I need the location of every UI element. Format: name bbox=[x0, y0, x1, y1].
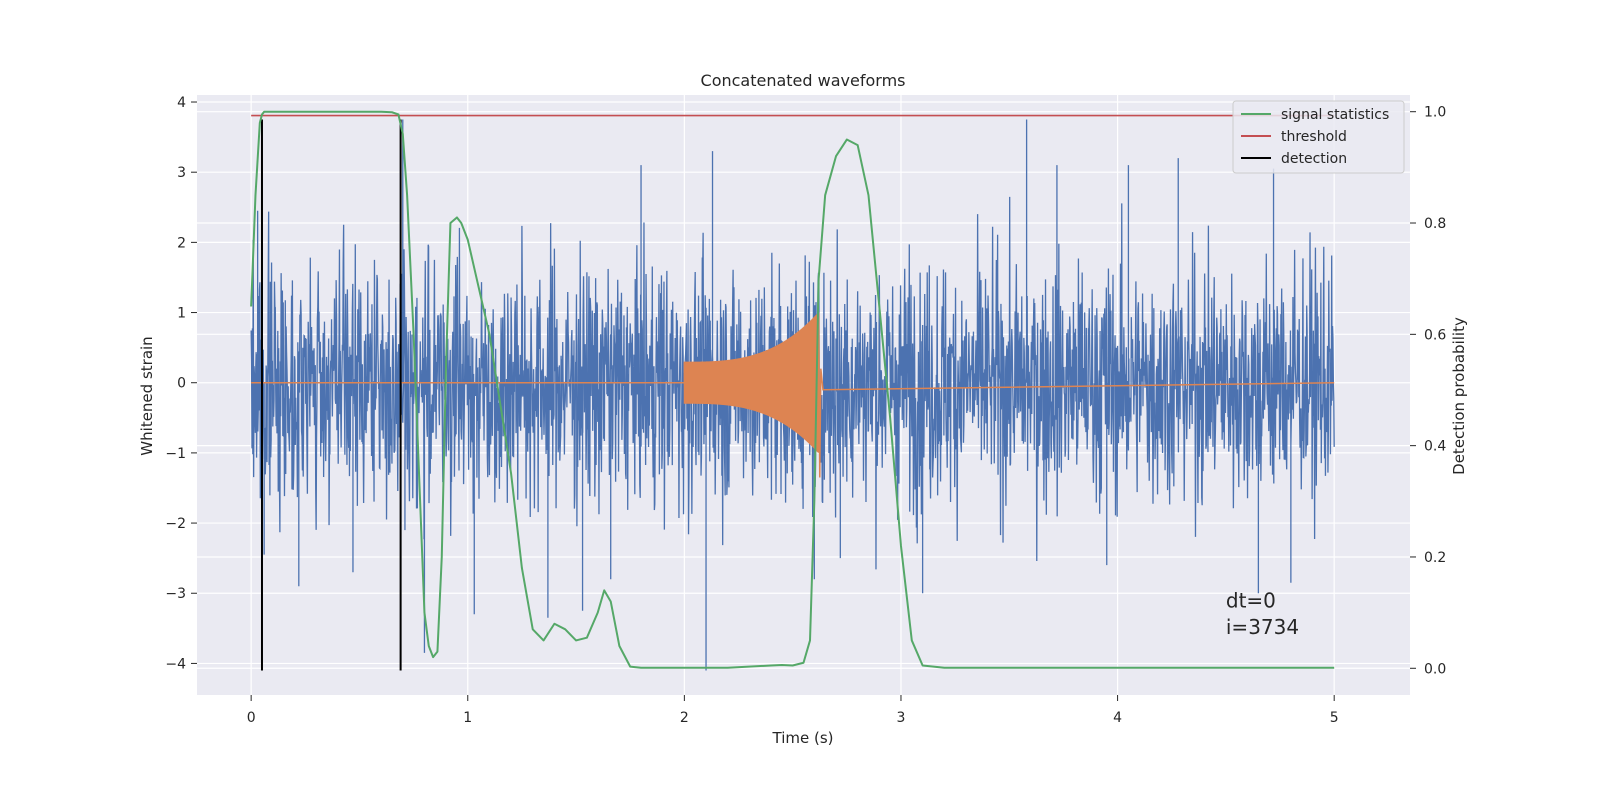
x-tick-label: 1 bbox=[463, 710, 472, 726]
x-tick-label: 5 bbox=[1330, 710, 1339, 726]
y2-tick-label: 0.0 bbox=[1424, 661, 1446, 677]
y-tick-label: 4 bbox=[177, 95, 186, 111]
y2-axis-label: Detection probability bbox=[1450, 317, 1468, 475]
y2-tick-label: 0.6 bbox=[1424, 327, 1446, 343]
annotation-dt: dt=0 bbox=[1226, 588, 1276, 612]
x-axis-ticks: 0 1 2 3 4 5 bbox=[247, 695, 1339, 726]
chart-title: Concatenated waveforms bbox=[701, 71, 906, 90]
legend-label-signal-statistics: signal statistics bbox=[1281, 107, 1389, 123]
x-tick-label: 3 bbox=[897, 710, 906, 726]
y-tick-label: 3 bbox=[177, 165, 186, 181]
legend-box bbox=[1232, 100, 1405, 174]
y-tick-label: −1 bbox=[165, 446, 186, 462]
legend-label-threshold: threshold bbox=[1281, 129, 1347, 145]
y2-tick-label: 0.4 bbox=[1424, 439, 1446, 455]
y-tick-label: −4 bbox=[165, 656, 186, 672]
injected-waveform-line bbox=[251, 312, 1335, 478]
x-tick-label: 2 bbox=[680, 710, 689, 726]
y-tick-label: 2 bbox=[177, 235, 186, 251]
x-tick-label: 0 bbox=[247, 710, 256, 726]
y-tick-label: 0 bbox=[177, 376, 186, 392]
signal-statistics-line bbox=[250, 110, 1335, 669]
y-tick-label: −2 bbox=[165, 516, 186, 532]
detection-series bbox=[260, 119, 402, 671]
y2-tick-label: 0.8 bbox=[1424, 216, 1446, 232]
x-axis-label: Time (s) bbox=[772, 729, 834, 747]
signal-statistics-series bbox=[250, 110, 1335, 669]
x-tick-label: 4 bbox=[1113, 710, 1122, 726]
y-axis-label: Whitened strain bbox=[138, 336, 156, 455]
noise-line bbox=[250, 119, 1335, 671]
y2-tick-label: 1.0 bbox=[1424, 105, 1446, 121]
y-tick-label: 1 bbox=[177, 306, 186, 322]
y2-axis-ticks: 0.0 0.2 0.4 0.6 0.8 1.0 bbox=[1410, 105, 1446, 677]
noise-series bbox=[250, 119, 1335, 671]
y-axis-ticks: −4 −3 −2 −1 0 1 2 3 4 bbox=[165, 95, 197, 672]
annotations: dt=0 i=3734 bbox=[1226, 588, 1299, 639]
legend-label-detection: detection bbox=[1281, 151, 1347, 167]
injected-waveform-series bbox=[251, 312, 1335, 478]
legend: signal statistics threshold detection bbox=[1232, 100, 1405, 174]
y2-tick-label: 0.2 bbox=[1424, 550, 1446, 566]
y-tick-label: −3 bbox=[165, 586, 186, 602]
annotation-index: i=3734 bbox=[1226, 615, 1299, 639]
